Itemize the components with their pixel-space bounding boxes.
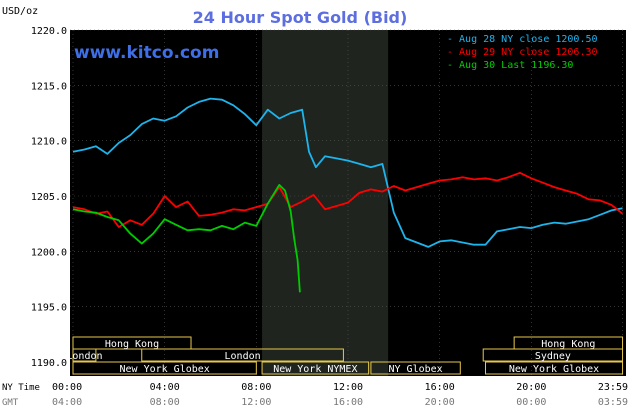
session-bar bbox=[482, 348, 624, 362]
series-line bbox=[72, 171, 624, 228]
y-tick-label: 1205.0 bbox=[31, 192, 67, 203]
y-axis: 1190.0 1195.0 1200.0 1205.0 1210.0 1215.0 1220… bbox=[31, 26, 67, 369]
session-bar bbox=[72, 336, 192, 350]
x-tick-label: 12:00 bbox=[241, 397, 271, 408]
y-tick-label: 1215.0 bbox=[31, 81, 67, 92]
legend-entry: - Aug 30 Last 1196.30 bbox=[447, 60, 573, 71]
session-bar bbox=[141, 348, 344, 362]
x-axis-row-label: NY Time bbox=[2, 383, 40, 393]
x-tick-label: 04:00 bbox=[52, 397, 82, 408]
x-tick-label: 08:00 bbox=[150, 397, 180, 408]
x-tick-label: 12:00 bbox=[333, 382, 363, 393]
date-stamp: August 30, 2018 09:52 bbox=[476, 18, 615, 31]
price-lines bbox=[72, 97, 624, 293]
y-axis-label: USD/oz bbox=[2, 6, 38, 17]
session-label: Hong Kong bbox=[105, 339, 159, 350]
y-tick-label: 1200.0 bbox=[31, 247, 67, 258]
chart-title: 24 Hour Spot Gold (Bid) bbox=[193, 8, 408, 27]
y-tick-label: 1195.0 bbox=[31, 303, 67, 314]
session-bar bbox=[261, 361, 370, 375]
x-tick-label: 20:00 bbox=[516, 382, 546, 393]
x-tick-label: 08:00 bbox=[241, 382, 271, 393]
session-label: NY Globex bbox=[389, 364, 443, 375]
session-bar bbox=[72, 361, 257, 375]
legend-entry: - Aug 29 NY close 1206.30 bbox=[447, 47, 598, 58]
y-tick-label: 1210.0 bbox=[31, 137, 67, 148]
series-line bbox=[72, 183, 301, 293]
legend-entry: - Aug 28 NY close 1200.50 bbox=[447, 34, 598, 45]
session-label: London bbox=[225, 351, 261, 362]
session-label: New York NYMEX bbox=[273, 364, 357, 375]
session-bar bbox=[72, 348, 97, 362]
session-label: New York Globex bbox=[509, 364, 599, 375]
y-tick-label: 1190.0 bbox=[31, 358, 67, 369]
x-tick-label: 16:00 bbox=[333, 397, 363, 408]
x-tick-label: 00:00 bbox=[52, 382, 82, 393]
legend: - Aug 28 NY close 1200.50 - Aug 29 NY clo… bbox=[447, 34, 598, 71]
x-axis: NY Time 00:00 04:00 08:00 12:00 16:00 20:00 23:… bbox=[2, 382, 628, 408]
session-bar bbox=[485, 361, 624, 375]
nymex-session-shade bbox=[262, 30, 389, 376]
y-tick-label: 1220.0 bbox=[31, 26, 67, 37]
session-label: New York Globex bbox=[120, 364, 210, 375]
x-tick-label: 20:00 bbox=[425, 397, 455, 408]
series-line bbox=[72, 97, 623, 248]
x-tick-label: 23:59 bbox=[598, 382, 628, 393]
x-axis-row-label: GMT bbox=[2, 398, 19, 408]
session-label: Hong Kong bbox=[541, 339, 595, 350]
x-tick-label: 03:59 bbox=[598, 397, 628, 408]
session-label: London bbox=[66, 351, 102, 362]
session-bar bbox=[370, 361, 461, 375]
x-tick-label: 16:00 bbox=[425, 382, 455, 393]
x-tick-label: 00:00 bbox=[516, 397, 546, 408]
x-tick-label: 04:00 bbox=[150, 382, 180, 393]
website-label: www.kitco.com bbox=[74, 43, 219, 63]
session-label: Sydney bbox=[535, 351, 571, 362]
